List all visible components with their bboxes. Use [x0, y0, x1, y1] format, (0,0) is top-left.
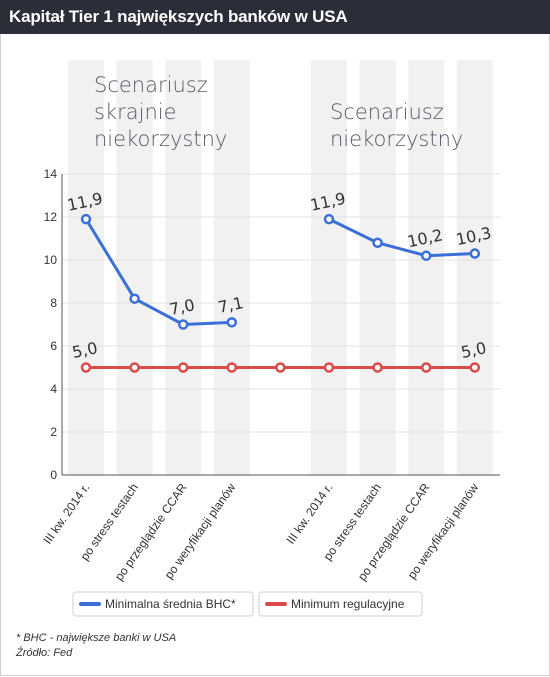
data-point	[469, 248, 481, 259]
data-point	[275, 362, 286, 373]
y-tick-label: 14	[44, 167, 58, 181]
y-tick-label: 2	[50, 425, 57, 439]
data-point	[372, 362, 383, 373]
data-point	[323, 213, 335, 225]
y-tick-label: 4	[50, 382, 57, 396]
data-point	[177, 319, 189, 330]
data-point	[420, 362, 432, 373]
column-band	[213, 60, 250, 475]
data-point	[226, 362, 238, 373]
scenario-label: skrajnie	[94, 100, 177, 124]
y-tick-label: 12	[44, 210, 58, 224]
column-band	[408, 60, 445, 475]
column-band	[68, 60, 104, 475]
series-line	[328, 217, 475, 258]
data-point	[177, 362, 189, 373]
data-point	[80, 362, 92, 373]
column-band	[456, 60, 493, 475]
data-point	[420, 250, 432, 261]
data-label: 5,0	[70, 338, 99, 362]
chart-title: Kapitał Tier 1 największych banków w USA	[9, 7, 348, 26]
data-point	[129, 362, 140, 373]
data-point	[372, 237, 383, 249]
data-point	[129, 293, 140, 304]
column-band	[116, 60, 153, 475]
y-tick-label: 0	[50, 468, 57, 482]
scenario-label: Scenariusz	[330, 100, 444, 124]
data-label: 5,0	[459, 338, 488, 362]
data-point	[226, 317, 238, 328]
y-tick-label: 6	[50, 339, 57, 353]
data-point	[323, 362, 335, 373]
series-line	[84, 218, 232, 326]
data-point	[469, 362, 481, 373]
column-band	[359, 60, 396, 475]
y-tick-label: 8	[50, 296, 57, 310]
column-band	[311, 60, 347, 475]
footnote-source: Źródło: Fed	[16, 647, 73, 659]
legend-item	[258, 591, 423, 617]
legend-label: Minimum regulacyjne	[291, 597, 405, 611]
scenario-label: niekorzystny	[330, 127, 463, 151]
data-label: 7,0	[168, 295, 197, 319]
column-band	[165, 60, 202, 475]
data-label: 7,1	[216, 293, 245, 317]
footnote-bhc: * BHC - największe banki w USA	[16, 632, 177, 644]
legend-item	[72, 591, 254, 617]
chart-header: Kapitał Tier 1 największych banków w USA	[0, 0, 550, 34]
x-tick-label: III kw. 2014 r.	[283, 481, 335, 547]
scenario-label: Scenariusz	[94, 73, 208, 97]
scenario-label: niekorzystny	[94, 127, 227, 151]
x-tick-label: III kw. 2014 r.	[40, 481, 92, 547]
footnotes: * BHC - największe banki w USA Źródło: F…	[16, 631, 176, 661]
y-tick-label: 10	[44, 253, 58, 267]
legend-label: Minimalna średnia BHC*	[105, 597, 236, 611]
data-point	[80, 213, 92, 225]
